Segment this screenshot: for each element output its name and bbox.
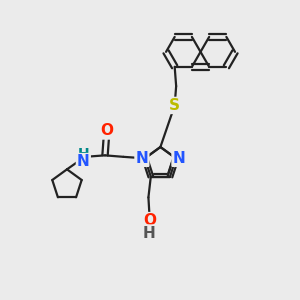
Text: S: S [169, 98, 180, 113]
Text: O: O [100, 124, 113, 139]
Text: N: N [136, 151, 148, 166]
Text: O: O [144, 213, 157, 228]
Text: H: H [77, 148, 89, 161]
Text: N: N [77, 154, 90, 169]
Text: H: H [142, 226, 155, 241]
Text: N: N [172, 151, 185, 166]
